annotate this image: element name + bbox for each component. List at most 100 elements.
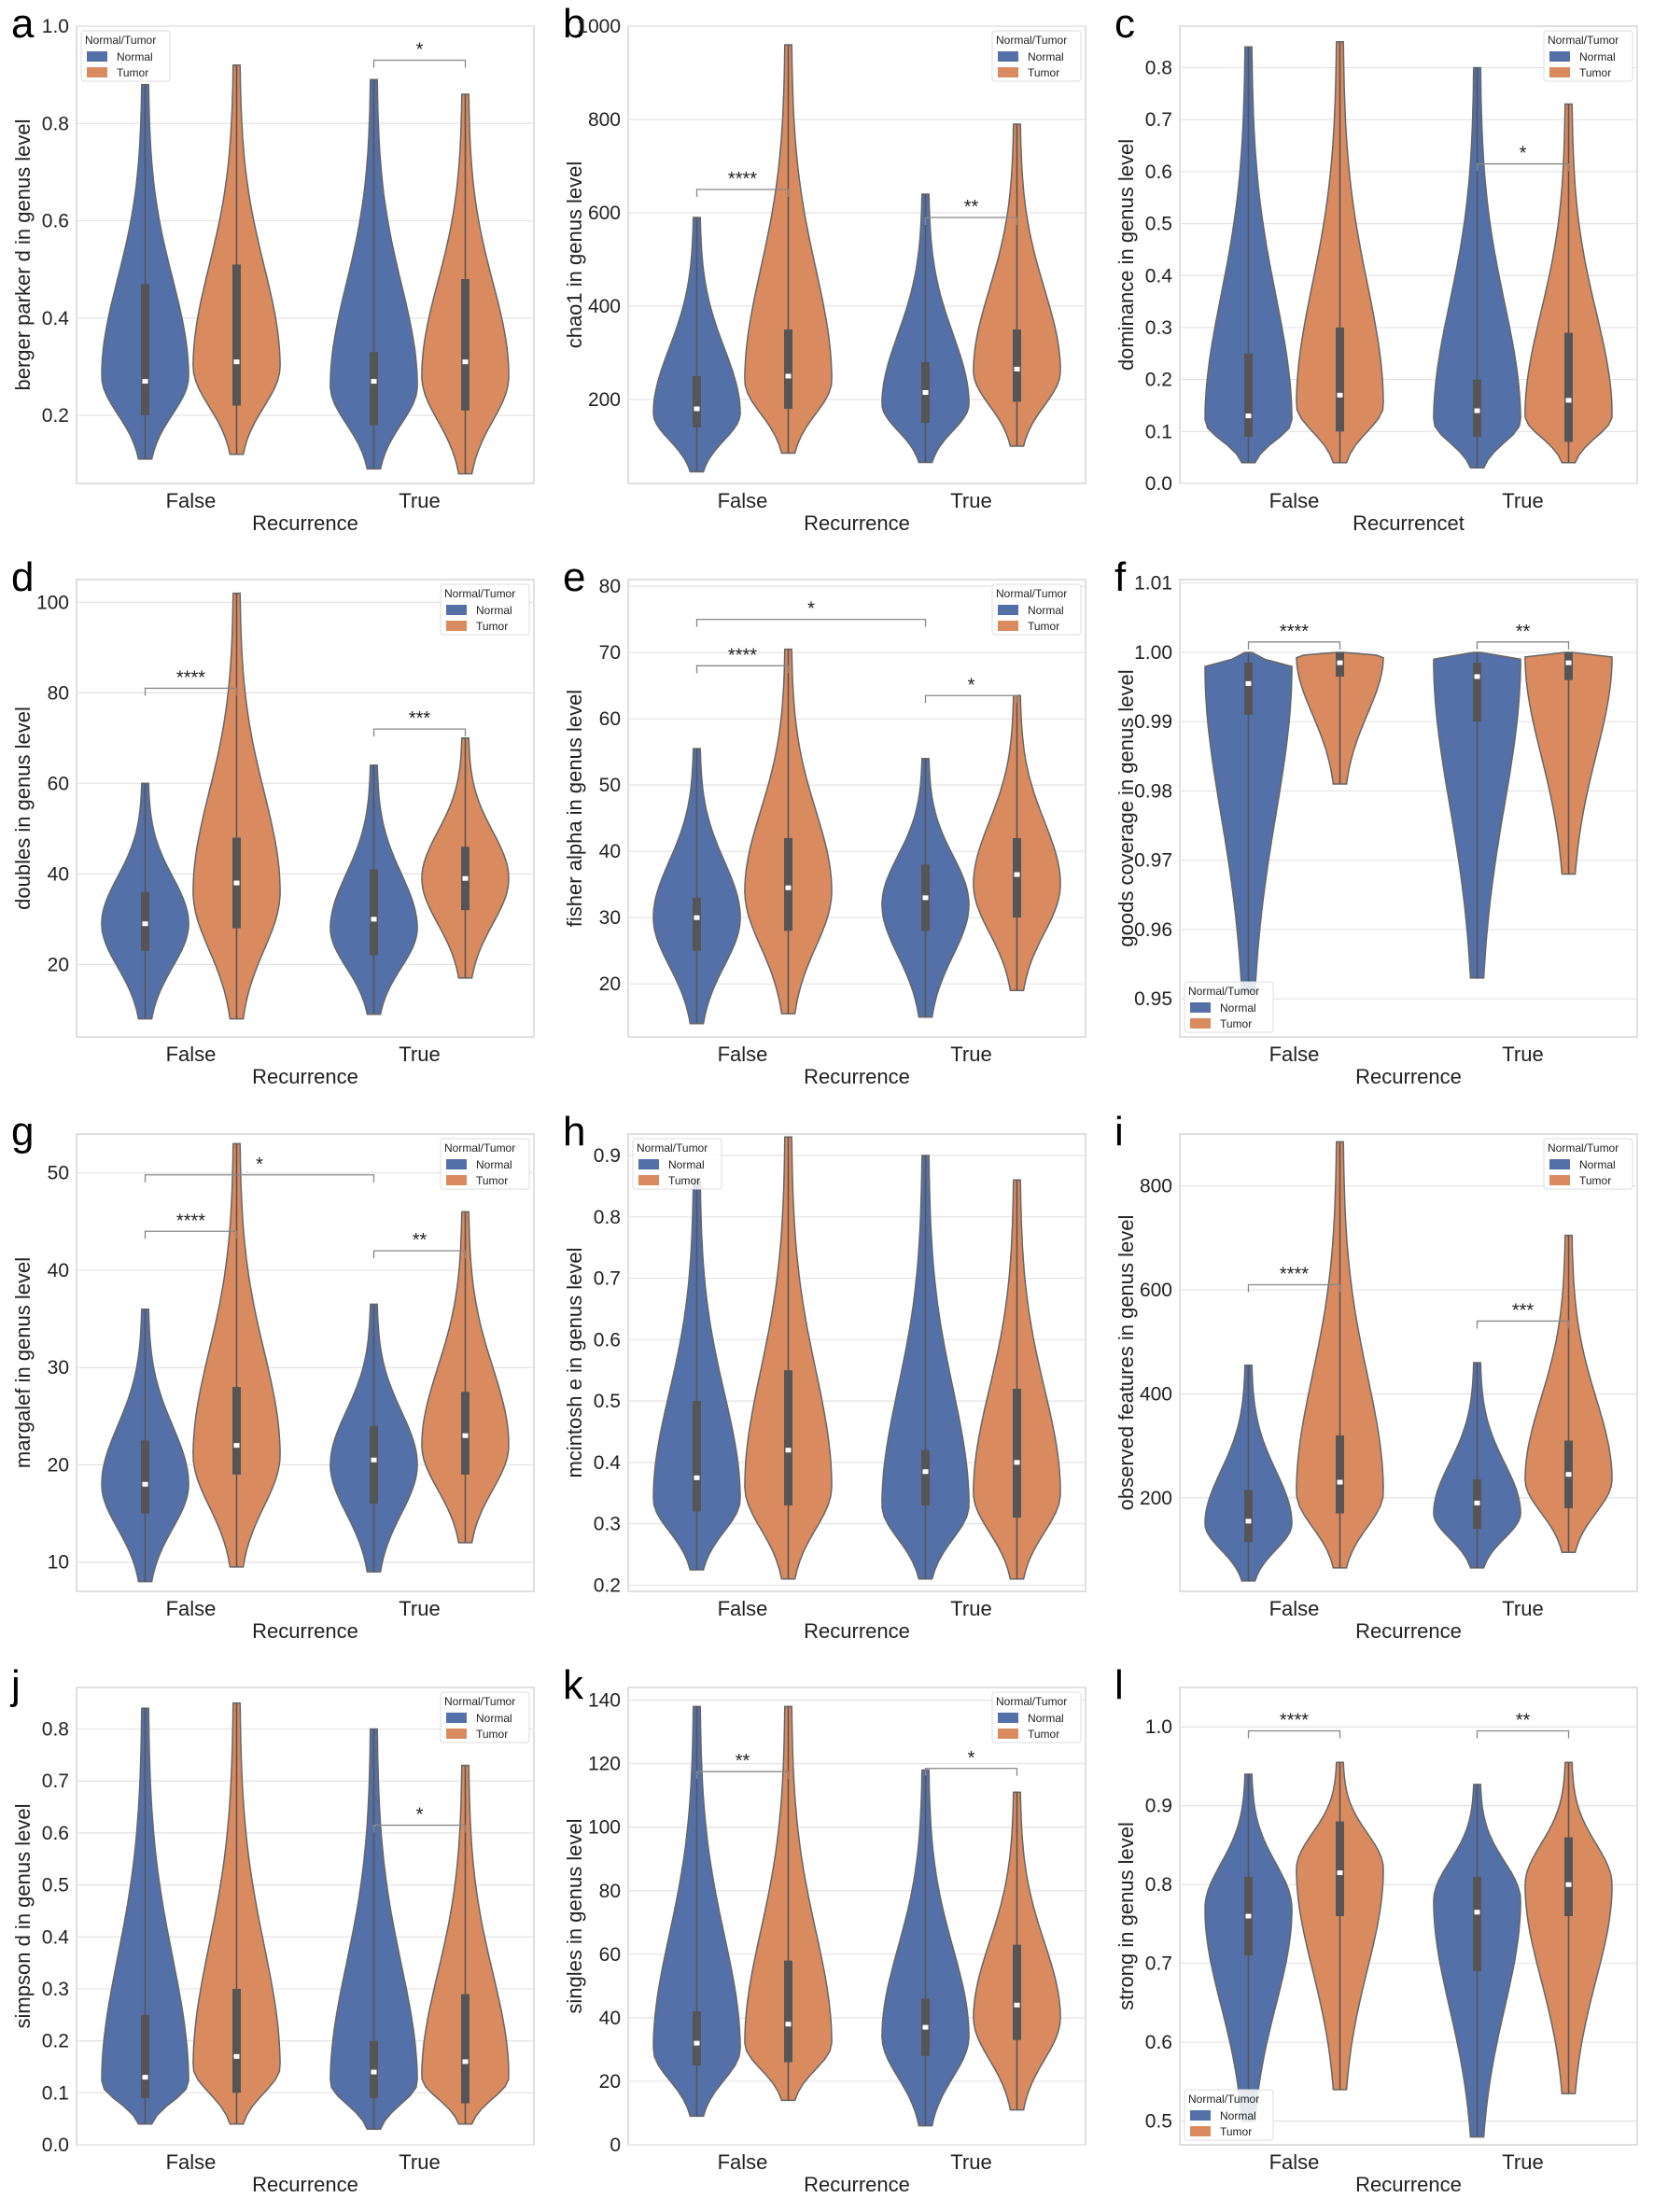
iqr-box xyxy=(1013,1944,1021,2040)
y-tick-label: 60 xyxy=(599,708,621,730)
median-marker xyxy=(142,2075,148,2080)
iqr-box xyxy=(232,264,241,406)
legend-label: Normal xyxy=(476,604,512,617)
median-marker xyxy=(1014,872,1020,877)
median-marker xyxy=(233,1443,240,1449)
median-marker xyxy=(694,1475,700,1480)
median-marker xyxy=(1565,1882,1572,1887)
median-marker xyxy=(1337,1479,1343,1485)
significance-bracket xyxy=(924,694,1018,704)
legend-label: Normal xyxy=(1028,1712,1064,1725)
median-marker xyxy=(1245,680,1252,686)
significance-bracket xyxy=(924,1768,1018,1776)
legend-swatch-normal xyxy=(446,605,467,615)
y-axis-title: singles in genus level xyxy=(563,1818,586,2013)
y-tick-label: 0.97 xyxy=(1134,850,1172,872)
iqr-box xyxy=(370,352,378,426)
median-marker xyxy=(233,359,240,365)
y-axis-title: strong in genus level xyxy=(1114,1822,1138,2010)
iqr-box xyxy=(141,2014,149,2098)
y-tick-label: 80 xyxy=(599,576,621,597)
significance-bracket xyxy=(924,217,1018,225)
legend-swatch-normal xyxy=(1549,1159,1570,1169)
x-tick-label: True xyxy=(950,1597,991,1620)
y-tick-label: 600 xyxy=(588,203,621,224)
legend-label: Tumor xyxy=(476,1174,508,1187)
x-tick-label: False xyxy=(1269,489,1320,512)
panel-letter: l xyxy=(1114,1662,1124,1708)
significance-label: * xyxy=(968,675,975,695)
y-tick-label: 30 xyxy=(599,907,621,929)
significance-label: * xyxy=(416,1805,424,1826)
y-tick-label: 20 xyxy=(599,2071,621,2093)
legend-label: Normal xyxy=(476,1712,512,1725)
x-tick-label: False xyxy=(166,2150,217,2174)
significance-bracket xyxy=(1476,641,1570,650)
iqr-box xyxy=(232,1387,241,1475)
legend-title: Normal/Tumor xyxy=(1548,1141,1619,1155)
legend: Normal/Tumor Normal Tumor xyxy=(1184,981,1274,1033)
median-marker xyxy=(233,880,240,886)
significance-bracket xyxy=(144,1174,375,1183)
x-tick-label: False xyxy=(718,1597,768,1620)
median-marker xyxy=(462,359,469,365)
panel-letter: e xyxy=(563,554,585,600)
y-tick-label: 0.8 xyxy=(1145,58,1172,79)
significance-bracket xyxy=(1247,641,1341,650)
panel-k: k 140 120 100 80 60 40 20 0 singles in genus leve… xyxy=(552,1661,1102,2212)
legend-label: Tumor xyxy=(1579,1174,1611,1187)
x-tick-label: False xyxy=(166,489,217,512)
legend-label: Tumor xyxy=(1028,66,1059,79)
panel-letter: b xyxy=(563,1,585,47)
violin-chart-e: e 80 70 60 50 40 30 20 fisher alpha in genus lev… xyxy=(563,554,1086,1088)
panel-letter: j xyxy=(9,1662,21,1708)
y-tick-label: 1.0 xyxy=(42,16,69,37)
violin-chart-h: h 0.9 0.8 0.7 0.6 0.5 0.4 0.3 0.2 mcintosh e in g… xyxy=(563,1109,1086,1643)
y-tick-label: 0.6 xyxy=(42,1823,69,1844)
significance-label: **** xyxy=(176,1211,205,1231)
iqr-box xyxy=(370,2040,378,2098)
iqr-box xyxy=(784,329,792,409)
median-marker xyxy=(462,2059,469,2065)
y-tick-label: 0.9 xyxy=(594,1145,621,1167)
significance-label: **** xyxy=(1280,1264,1309,1284)
significance-label: * xyxy=(256,1155,263,1175)
legend-title: Normal/Tumor xyxy=(444,1141,515,1155)
significance-bracket xyxy=(144,687,238,696)
x-tick-label: True xyxy=(1502,1597,1543,1620)
median-marker xyxy=(1245,1519,1252,1524)
y-tick-label: 0.6 xyxy=(1145,2032,1172,2053)
x-axis-title: Recurrence xyxy=(252,511,358,535)
significance-label: ** xyxy=(413,1230,428,1251)
y-tick-label: 0.95 xyxy=(1134,988,1172,1010)
panel-i: i 800 600 400 200 observed features in genus … xyxy=(1103,1108,1654,1659)
legend-title: Normal/Tumor xyxy=(996,587,1067,600)
median-marker xyxy=(1245,413,1252,419)
legend-title: Normal/Tumor xyxy=(1548,34,1619,47)
significance-label: **** xyxy=(176,667,205,688)
median-marker xyxy=(1565,660,1572,665)
x-tick-label: True xyxy=(950,2150,991,2174)
panel-letter: f xyxy=(1114,554,1127,600)
violin-chart-c: c 0.8 0.7 0.6 0.5 0.4 0.3 0.2 0.1 0.0 dominance in… xyxy=(1114,1,1638,535)
median-marker xyxy=(1014,1460,1020,1465)
median-marker xyxy=(462,1433,469,1438)
median-marker xyxy=(371,2069,377,2075)
y-tick-label: 200 xyxy=(1140,1488,1172,1509)
legend-swatch-tumor xyxy=(1190,2126,1211,2136)
legend-swatch-normal xyxy=(1549,51,1570,62)
significance-bracket xyxy=(144,1230,238,1239)
y-tick-label: 400 xyxy=(588,296,621,317)
x-axis-title: Recurrence xyxy=(804,2173,910,2196)
median-marker xyxy=(233,2053,240,2059)
iqr-box xyxy=(1564,332,1573,442)
iqr-box xyxy=(784,1960,792,2063)
y-tick-label: 200 xyxy=(588,389,621,411)
y-tick-label: 0.5 xyxy=(594,1391,621,1412)
legend-label: Normal xyxy=(1220,1001,1256,1015)
significance-label: ** xyxy=(736,1751,750,1771)
panel-letter: d xyxy=(11,554,34,600)
significance-label: ** xyxy=(1516,622,1531,642)
x-tick-label: False xyxy=(166,1043,217,1066)
